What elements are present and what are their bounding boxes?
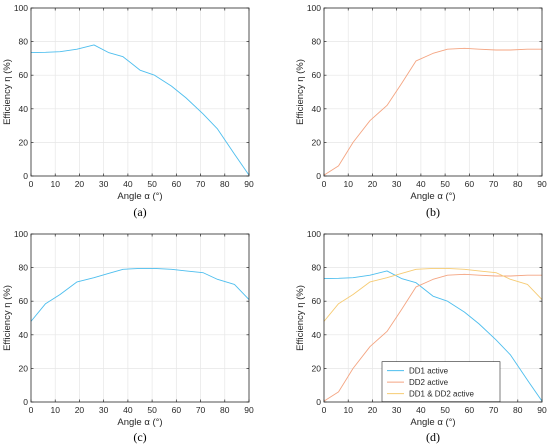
x-tick-label: 50: [147, 179, 157, 189]
series-line-1: [30, 267, 250, 322]
y-tick-label: 100: [307, 229, 321, 239]
x-tick-label: 20: [75, 179, 85, 189]
y-tick-label: 0: [316, 171, 321, 181]
x-tick-label: 50: [147, 405, 157, 415]
y-tick-label: 40: [312, 330, 322, 340]
x-tick-label: 60: [172, 179, 182, 189]
y-tick-label: 0: [23, 171, 28, 181]
x-tick-label: 20: [368, 179, 378, 189]
series-line-1: [323, 270, 543, 402]
plot-area: [31, 8, 249, 176]
chart-panel-4: 0 10 20 30 40 50 60 70 80 90 0 20 40 60 80 100 Angle α (…: [295, 229, 547, 444]
x-tick-label: 40: [416, 179, 426, 189]
x-axis-label: Angle α (°): [410, 417, 455, 428]
x-tick-label: 80: [513, 179, 523, 189]
x-tick-label: 70: [196, 179, 206, 189]
y-axis-label: Efficiency η (%): [2, 59, 13, 125]
x-tick-label: 20: [75, 405, 85, 415]
x-tick-label: 30: [99, 179, 109, 189]
y-tick-label: 60: [19, 296, 29, 306]
y-tick-label: 80: [19, 37, 29, 47]
x-axis-label: Angle α (°): [117, 417, 162, 428]
legend-entry-2: DD2 active: [409, 378, 449, 387]
y-tick-label: 80: [19, 263, 29, 273]
x-tick-label: 20: [368, 405, 378, 415]
chart-panel-3: 0 10 20 30 40 50 60 70 80 90 0 20 40 60 80 100 Angle α (…: [2, 229, 254, 444]
y-tick-label: 0: [316, 397, 321, 407]
x-tick-label: 70: [196, 405, 206, 415]
x-tick-label: 60: [465, 405, 475, 415]
y-axis-label: Efficiency η (%): [295, 285, 306, 351]
series-line-3: [323, 267, 543, 322]
x-tick-label: 30: [392, 179, 402, 189]
y-tick-label: 100: [14, 229, 28, 239]
axes-frame: [30, 233, 250, 403]
x-tick-label: 90: [537, 405, 547, 415]
y-tick-label: 60: [19, 70, 29, 80]
x-tick-label: 90: [537, 179, 547, 189]
y-tick-label: 80: [312, 263, 322, 273]
x-tick-label: 70: [489, 179, 499, 189]
y-tick-label: 60: [312, 296, 322, 306]
panel-label: (a): [133, 205, 146, 219]
y-tick-label: 40: [312, 104, 322, 114]
y-tick-label: 40: [19, 104, 29, 114]
x-tick-label: 0: [322, 405, 327, 415]
x-tick-label: 10: [50, 179, 60, 189]
y-tick-label: 20: [19, 137, 29, 147]
y-axis-label: Efficiency η (%): [295, 59, 306, 125]
x-tick-label: 40: [123, 405, 133, 415]
y-tick-label: 100: [307, 3, 321, 13]
y-tick-label: 20: [19, 363, 29, 373]
y-tick-label: 20: [312, 363, 322, 373]
x-tick-label: 30: [392, 405, 402, 415]
x-axis-label: Angle α (°): [117, 191, 162, 202]
plot-area: [31, 234, 249, 402]
x-tick-label: 40: [416, 405, 426, 415]
y-tick-label: 60: [312, 70, 322, 80]
panel-label: (d): [426, 430, 440, 444]
chart-panel-1: 0 10 20 30 40 50 60 70 80 90 0 20 40 60 80 100 Angle α (…: [2, 3, 254, 219]
legend-entry-1: DD1 active: [409, 367, 449, 376]
panel-label: (c): [133, 430, 146, 444]
x-axis-label: Angle α (°): [410, 191, 455, 202]
panel-label: (b): [426, 205, 440, 219]
x-tick-label: 50: [440, 405, 450, 415]
x-tick-label: 30: [99, 405, 109, 415]
x-tick-label: 10: [343, 405, 353, 415]
x-tick-label: 70: [489, 405, 499, 415]
axes-frame: [323, 7, 543, 177]
plot-area: [324, 8, 542, 176]
x-tick-label: 10: [50, 405, 60, 415]
x-tick-label: 80: [220, 179, 230, 189]
x-tick-label: 60: [172, 405, 182, 415]
axes-frame: [30, 7, 250, 177]
x-tick-label: 60: [465, 179, 475, 189]
legend-entry-3: DD1 & DD2 active: [409, 390, 474, 399]
x-tick-label: 80: [220, 405, 230, 415]
x-tick-label: 80: [513, 405, 523, 415]
y-tick-label: 80: [312, 37, 322, 47]
x-tick-label: 0: [29, 405, 34, 415]
x-tick-label: 0: [29, 179, 34, 189]
series-line-1: [30, 44, 250, 176]
y-tick-label: 20: [312, 137, 322, 147]
chart-panel-2: 0 10 20 30 40 50 60 70 80 90 0 20 40 60 80 100 Angle α (…: [295, 3, 547, 219]
series-line-1: [323, 47, 542, 176]
y-tick-label: 40: [19, 330, 29, 340]
y-axis-label: Efficiency η (%): [2, 285, 13, 351]
legend: DD1 active DD2 active DD1 & DD2 active: [381, 361, 501, 402]
series-line-2: [323, 273, 542, 402]
x-tick-label: 40: [123, 179, 133, 189]
x-tick-label: 10: [343, 179, 353, 189]
y-tick-label: 100: [14, 3, 28, 13]
axes-frame: [323, 233, 543, 403]
y-tick-label: 0: [23, 397, 28, 407]
x-tick-label: 0: [322, 179, 327, 189]
x-tick-label: 90: [244, 179, 254, 189]
x-tick-label: 50: [440, 179, 450, 189]
x-tick-label: 90: [244, 405, 254, 415]
